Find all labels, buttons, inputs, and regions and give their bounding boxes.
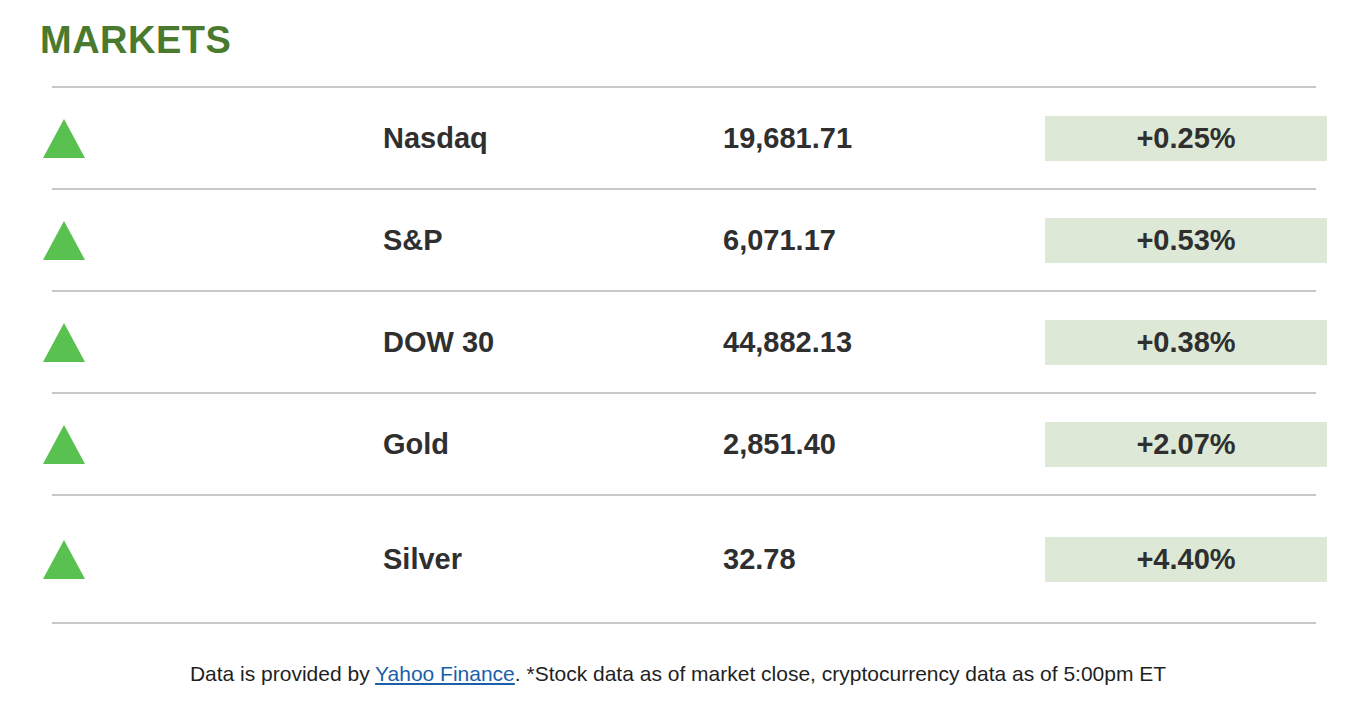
market-value: 6,071.17 [723,224,1045,257]
attribution-text-prefix: Data is provided by [190,662,375,685]
page-title: MARKETS [40,18,1356,62]
attribution-text-suffix: . *Stock data as of market close, crypto… [515,662,1166,685]
markets-widget: MARKETS Nasdaq 19,681.71 +0.25% S&P 6,07… [0,0,1356,686]
change-badge: +2.07% [1045,422,1327,467]
change-badge: +0.25% [1045,116,1327,161]
market-row-sp: S&P 6,071.17 +0.53% [0,190,1356,290]
market-row-dow30: DOW 30 44,882.13 +0.38% [0,292,1356,392]
divider [52,622,1316,624]
yahoo-finance-link[interactable]: Yahoo Finance [375,662,515,685]
data-attribution: Data is provided by Yahoo Finance. *Stoc… [0,662,1356,686]
market-name: DOW 30 [383,326,723,359]
market-value: 44,882.13 [723,326,1045,359]
change-badge: +0.53% [1045,218,1327,263]
market-value: 32.78 [723,543,1045,576]
up-triangle-icon [43,221,85,260]
up-triangle-icon [43,425,85,464]
market-row-silver: Silver 32.78 +4.40% [0,496,1356,622]
change-badge: +0.38% [1045,320,1327,365]
market-name: Silver [383,543,723,576]
market-row-gold: Gold 2,851.40 +2.07% [0,394,1356,494]
market-value: 2,851.40 [723,428,1045,461]
market-name: Gold [383,428,723,461]
market-value: 19,681.71 [723,122,1045,155]
market-name: Nasdaq [383,122,723,155]
change-badge: +4.40% [1045,537,1327,582]
up-triangle-icon [43,119,85,158]
up-triangle-icon [43,323,85,362]
market-name: S&P [383,224,723,257]
up-triangle-icon [43,540,85,579]
market-row-nasdaq: Nasdaq 19,681.71 +0.25% [0,88,1356,188]
